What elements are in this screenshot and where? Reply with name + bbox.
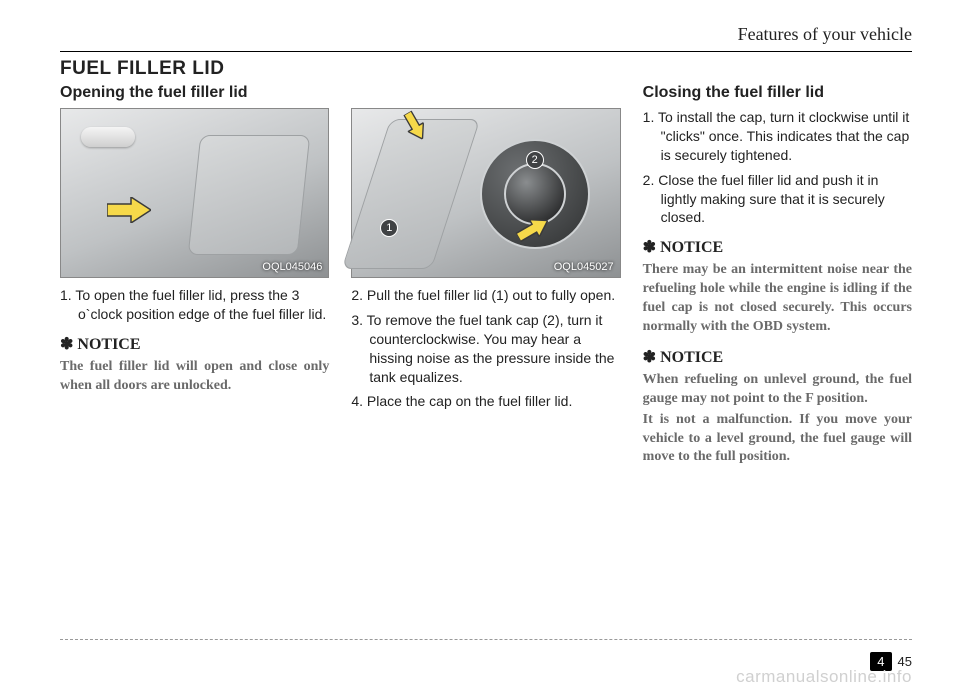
col3-step-2: 2. Close the fuel filler lid and push it…	[643, 171, 912, 228]
column-2: 1 2 OQL045027 2. Pull the fuel filler li…	[351, 84, 620, 639]
manual-page: Features of your vehicle FUEL FILLER LID…	[0, 0, 960, 689]
column-1: Opening the fuel filler lid OQL045046 1.…	[60, 84, 329, 639]
col2-step-4: 4. Place the cap on the fuel filler lid.	[351, 392, 620, 411]
col2-step-3: 3. To remove the fuel tank cap (2), turn…	[351, 311, 620, 387]
col3-subhead: Closing the fuel filler lid	[643, 84, 912, 102]
col3-step-1: 1. To install the cap, turn it clockwise…	[643, 108, 912, 165]
figure-opening-lid: OQL045046	[60, 108, 329, 278]
col1-notice-body: The fuel filler lid will open and close …	[60, 358, 329, 396]
page-footer: 4 45	[60, 652, 912, 671]
col3-notice1-head: NOTICE	[643, 237, 912, 257]
col1-notice-head: NOTICE	[60, 334, 329, 354]
column-3: Closing the fuel filler lid 1. To instal…	[643, 84, 912, 639]
col1-subhead: Opening the fuel filler lid	[60, 84, 329, 102]
col2-steps: 2. Pull the fuel filler lid (1) out to f…	[351, 286, 620, 411]
col2-step-2: 2. Pull the fuel filler lid (1) out to f…	[351, 286, 620, 305]
running-head: Features of your vehicle	[60, 24, 912, 52]
figure-cap-removal: 1 2 OQL045027	[351, 108, 620, 278]
page-number: 45	[898, 654, 912, 669]
col1-step-1: 1. To open the fuel filler lid, press th…	[60, 286, 329, 324]
footer-rule	[60, 639, 912, 644]
page-section-number: 4	[870, 652, 891, 671]
col3-notice2-head: NOTICE	[643, 347, 912, 367]
section-title: FUEL FILLER LID	[60, 58, 912, 80]
callout-2: 2	[526, 151, 544, 169]
open-lid-shape	[342, 119, 481, 269]
col3-notice2-body-b: It is not a malfunction. If you move you…	[643, 411, 912, 468]
door-handle-shape	[81, 127, 135, 147]
fuel-lid-shape	[188, 135, 311, 255]
figure2-caption: OQL045027	[554, 261, 614, 273]
arrow-icon	[107, 197, 151, 223]
figure-caption: OQL045046	[262, 261, 322, 273]
col3-notice2-body-a: When refueling on unlevel ground, the fu…	[643, 371, 912, 409]
content-columns: Opening the fuel filler lid OQL045046 1.…	[60, 84, 912, 639]
col3-steps: 1. To install the cap, turn it clockwise…	[643, 108, 912, 227]
col3-notice1-body: There may be an intermittent noise near …	[643, 261, 912, 337]
col1-steps: 1. To open the fuel filler lid, press th…	[60, 286, 329, 324]
